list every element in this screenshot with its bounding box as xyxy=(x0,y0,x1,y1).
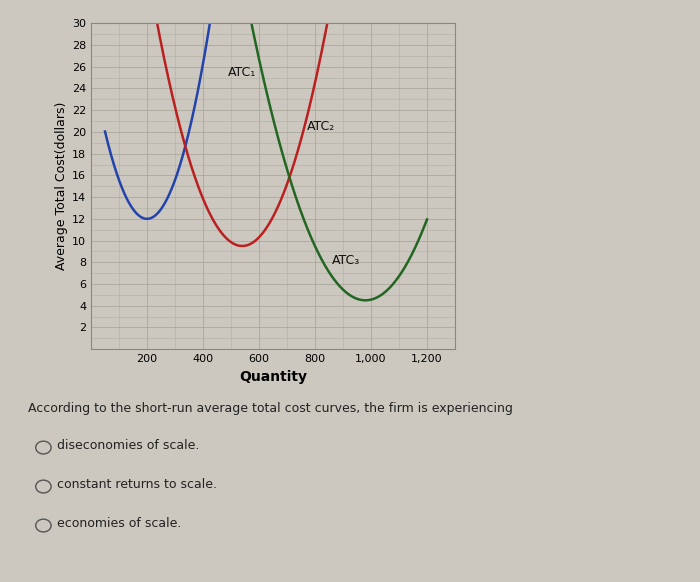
Text: economies of scale.: economies of scale. xyxy=(57,517,182,530)
Text: ATC₃: ATC₃ xyxy=(332,254,360,267)
Text: According to the short-run average total cost curves, the firm is experiencing: According to the short-run average total… xyxy=(28,402,513,414)
Text: ATC₂: ATC₂ xyxy=(307,120,335,133)
Text: constant returns to scale.: constant returns to scale. xyxy=(57,478,218,491)
Y-axis label: Average Total Cost(dollars): Average Total Cost(dollars) xyxy=(55,102,68,271)
Text: diseconomies of scale.: diseconomies of scale. xyxy=(57,439,199,452)
Text: ATC₁: ATC₁ xyxy=(228,66,256,79)
X-axis label: Quantity: Quantity xyxy=(239,370,307,384)
